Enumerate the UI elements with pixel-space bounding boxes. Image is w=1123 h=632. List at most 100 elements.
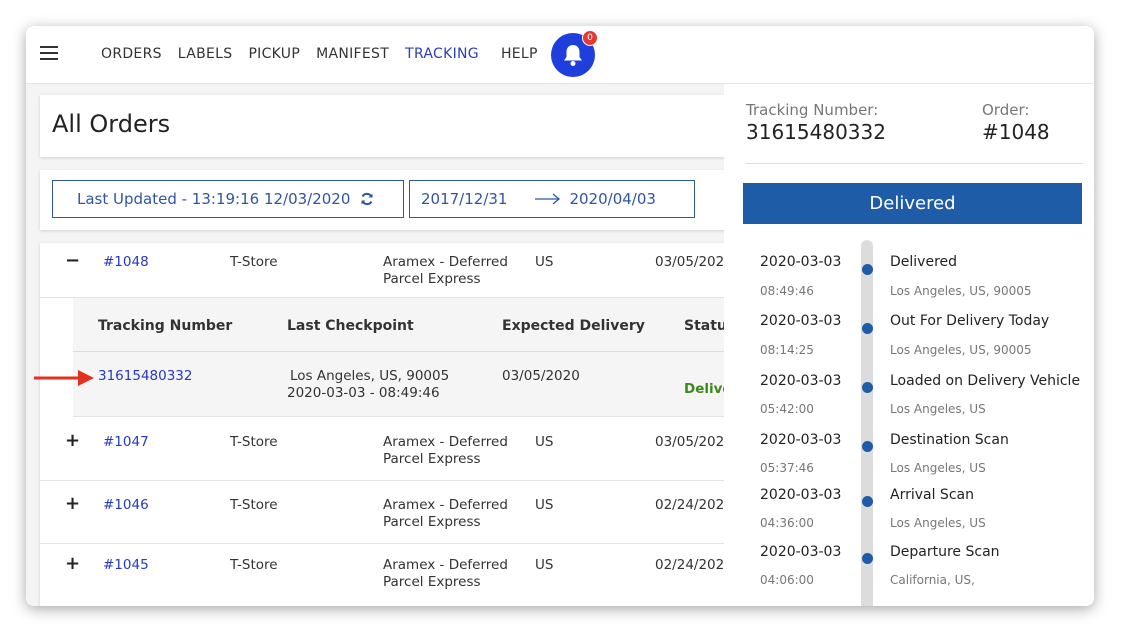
tracking-number-value: 31615480332 (746, 120, 886, 144)
refresh-button[interactable]: Last Updated - 13:19:16 12/03/2020 (52, 180, 404, 218)
header-last-checkpoint: Last Checkpoint (287, 318, 414, 334)
timeline-dot (862, 264, 873, 275)
nav-tracking[interactable]: TRACKING (405, 46, 479, 62)
expand-toggle[interactable]: + (65, 430, 81, 451)
carrier-line-2: Parcel Express (383, 574, 481, 590)
nav-labels[interactable]: LABELS (177, 46, 233, 62)
date-range-picker[interactable]: 2017/12/31 2020/04/03 (409, 180, 695, 218)
store-name: T-Store (230, 254, 278, 270)
event-location: California, US, (890, 573, 975, 587)
refresh-icon (361, 192, 373, 206)
nav-pickup[interactable]: PICKUP (248, 46, 301, 62)
event-time: 05:37:46 (760, 461, 814, 475)
top-navigation-bar: ORDERS LABELS PICKUP MANIFEST TRACKING H… (26, 26, 1094, 84)
order-date: 02/24/2020 (655, 497, 730, 513)
event-location: Los Angeles, US, 90005 (890, 343, 1032, 357)
notification-count-badge: 0 (582, 30, 598, 46)
country: US (535, 497, 554, 513)
orders-panel: All Orders Last Updated - 13:19:16 12/03… (26, 84, 730, 606)
carrier-line-2: Parcel Express (383, 451, 481, 467)
event-description: Destination Scan (890, 432, 1009, 448)
timeline-track (861, 240, 873, 606)
event-date: 2020-03-03 (760, 254, 842, 270)
expected-delivery-date: 03/05/2020 (502, 368, 580, 384)
tracking-detail-panel: Tracking Number: 31615480332 Order: #104… (724, 84, 1094, 606)
order-id-link[interactable]: #1046 (103, 497, 149, 513)
tracking-number-link[interactable]: 31615480332 (98, 368, 193, 384)
event-time: 05:42:00 (760, 402, 814, 416)
carrier-line-1: Aramex - Deferred (383, 497, 508, 513)
timeline-dot (862, 382, 873, 393)
orders-table: − #1048 T-Store Aramex - Deferred Parcel… (40, 243, 730, 606)
status-badge: Delivered (684, 381, 730, 397)
event-description: Loaded on Delivery Vehicle (890, 373, 1081, 389)
order-value: #1048 (982, 120, 1050, 144)
nav-manifest[interactable]: MANIFEST (316, 46, 390, 62)
event-date: 2020-03-03 (760, 313, 842, 329)
event-location: Los Angeles, US (890, 461, 986, 475)
event-description: Departure Scan (890, 544, 1000, 560)
order-id-link[interactable]: #1047 (103, 434, 149, 450)
carrier-line-2: Parcel Express (383, 271, 481, 287)
order-date: 02/24/2020 (655, 557, 730, 573)
bell-icon (564, 45, 582, 66)
store-name: T-Store (230, 434, 278, 450)
timeline-dot (862, 441, 873, 452)
order-label: Order: (982, 101, 1030, 119)
page-title-card: All Orders (40, 95, 730, 157)
carrier: Aramex - Deferred Parcel Express (383, 557, 518, 591)
header-tracking-number: Tracking Number (98, 318, 233, 334)
timeline-dot (862, 323, 873, 334)
carrier-line-1: Aramex - Deferred (383, 254, 508, 270)
header-expected-delivery: Expected Delivery (502, 318, 645, 334)
arrow-right-icon (535, 193, 561, 205)
carrier-line-1: Aramex - Deferred (383, 557, 508, 573)
event-location: Los Angeles, US (890, 402, 986, 416)
carrier: Aramex - Deferred Parcel Express (383, 497, 518, 531)
table-row[interactable]: − #1048 T-Store Aramex - Deferred Parcel… (40, 243, 730, 298)
event-time: 04:06:00 (760, 573, 814, 587)
shipment-details: Tracking Number Last Checkpoint Expected… (73, 298, 730, 417)
timeline-dot (862, 496, 873, 507)
event-time: 04:36:00 (760, 516, 814, 530)
last-updated-label: Last Updated - 13:19:16 12/03/2020 (77, 190, 351, 208)
store-name: T-Store (230, 497, 278, 513)
delivery-status-banner: Delivered (743, 183, 1082, 224)
collapse-toggle[interactable]: − (65, 250, 81, 271)
table-row[interactable]: + #1047 T-Store Aramex - Deferred Parcel… (40, 418, 730, 481)
event-location: Los Angeles, US, 90005 (890, 284, 1032, 298)
carrier: Aramex - Deferred Parcel Express (383, 254, 518, 288)
country: US (535, 254, 554, 270)
app-window: ORDERS LABELS PICKUP MANIFEST TRACKING H… (26, 26, 1094, 606)
event-time: 08:49:46 (760, 284, 814, 298)
checkpoint-location: Los Angeles, US, 90005 (290, 368, 450, 384)
event-time: 08:14:25 (760, 343, 814, 357)
main-nav: ORDERS LABELS PICKUP MANIFEST TRACKING H… (101, 46, 554, 62)
table-row[interactable]: + #1045 T-Store Aramex - Deferred Parcel… (40, 544, 730, 606)
event-date: 2020-03-03 (760, 487, 842, 503)
event-date: 2020-03-03 (760, 432, 842, 448)
nav-orders[interactable]: ORDERS (101, 46, 162, 62)
date-from[interactable]: 2017/12/31 (421, 190, 508, 208)
filter-bar: Last Updated - 13:19:16 12/03/2020 2017/… (40, 170, 730, 230)
table-row[interactable]: + #1046 T-Store Aramex - Deferred Parcel… (40, 481, 730, 544)
carrier-line-2: Parcel Express (383, 514, 481, 530)
event-date: 2020-03-03 (760, 373, 842, 389)
expand-toggle[interactable]: + (65, 553, 81, 574)
country: US (535, 557, 554, 573)
order-id-link[interactable]: #1048 (103, 254, 149, 270)
timeline-dot (862, 553, 873, 564)
nav-help[interactable]: HELP (500, 46, 538, 62)
store-name: T-Store (230, 557, 278, 573)
event-description: Delivered (890, 254, 958, 270)
order-date: 03/05/2020 (655, 434, 730, 450)
event-description: Out For Delivery Today (890, 313, 1050, 329)
date-to[interactable]: 2020/04/03 (569, 190, 656, 208)
tracking-number-label: Tracking Number: (746, 101, 879, 119)
event-date: 2020-03-03 (760, 544, 842, 560)
order-id-link[interactable]: #1045 (103, 557, 149, 573)
expand-toggle[interactable]: + (65, 493, 81, 514)
country: US (535, 434, 554, 450)
menu-icon[interactable] (40, 46, 58, 60)
annotation-arrow-icon (34, 370, 94, 386)
